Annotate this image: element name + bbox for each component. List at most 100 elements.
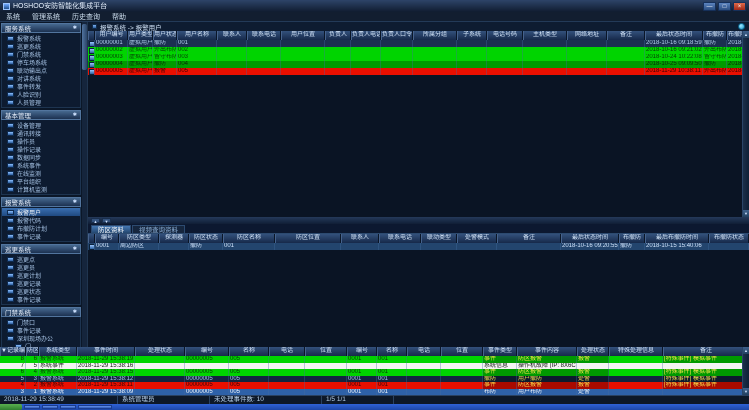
sidebar-item[interactable]: 巡更点 bbox=[2, 255, 80, 263]
group-expand-icon[interactable]: ✱ bbox=[72, 246, 77, 252]
column-header[interactable]: 编号 bbox=[185, 347, 229, 356]
column-header[interactable]: 名称 bbox=[377, 347, 407, 356]
column-header[interactable]: 布撤防 bbox=[619, 234, 645, 243]
sidebar-item[interactable]: 事件转发 bbox=[2, 82, 80, 90]
sidebar-item[interactable]: 数据同步 bbox=[2, 153, 80, 161]
sidebar-item[interactable]: 报警代码 bbox=[2, 216, 80, 224]
column-header[interactable]: 位置 bbox=[305, 347, 347, 356]
column-header[interactable]: 防区类型 bbox=[119, 234, 159, 243]
scroll-down-icon[interactable]: ▼ bbox=[742, 210, 749, 217]
taskbar-button[interactable] bbox=[24, 405, 40, 409]
column-header[interactable]: 子系统 bbox=[457, 31, 487, 40]
scroll-down-icon[interactable]: ▼ bbox=[742, 388, 749, 395]
column-header[interactable]: 处理状态 bbox=[577, 347, 609, 356]
sidebar-item[interactable]: 操作记录 bbox=[2, 145, 80, 153]
sidebar-item[interactable]: 平台组织 bbox=[2, 177, 80, 185]
column-header[interactable]: 联系电话 bbox=[247, 31, 281, 40]
column-header[interactable]: 用户状态 bbox=[153, 31, 177, 40]
table-row[interactable]: 00000005 虚拟用户 报警 005 2018-11-29 10:38:11 外出布防… bbox=[88, 68, 749, 75]
group-expand-icon[interactable]: ✱ bbox=[72, 25, 77, 31]
column-header[interactable]: 联动类型 bbox=[421, 234, 457, 243]
column-header[interactable]: 电话 bbox=[269, 347, 305, 356]
sidebar-item[interactable]: 报警用户 bbox=[2, 208, 80, 216]
sidebar-group-header[interactable]: 报警系统 ✱ bbox=[1, 197, 81, 207]
sidebar-scrollbar[interactable] bbox=[82, 22, 87, 347]
column-header[interactable]: 网络地址 bbox=[567, 31, 607, 40]
column-header[interactable]: 布撤防状态 bbox=[709, 234, 749, 243]
settings-gear-icon[interactable] bbox=[738, 23, 745, 30]
splitter-collapse-up-icon[interactable]: ▲ bbox=[91, 218, 100, 224]
menu-item[interactable]: 帮助 bbox=[112, 13, 126, 21]
minimize-button[interactable]: — bbox=[703, 1, 716, 11]
sidebar-group-header[interactable]: 服务系统 ✱ bbox=[1, 23, 81, 33]
column-header[interactable]: 备注 bbox=[607, 31, 645, 40]
column-header[interactable]: 探测器 bbox=[159, 234, 189, 243]
sidebar-item[interactable]: 人员管理 bbox=[2, 98, 80, 106]
column-header[interactable]: 最后状态时间 bbox=[645, 31, 703, 40]
column-header[interactable]: 防区位置 bbox=[275, 234, 341, 243]
column-header[interactable]: 处警模式 bbox=[457, 234, 497, 243]
column-header[interactable]: 所属分组 bbox=[413, 31, 457, 40]
column-header[interactable]: 防区状态 bbox=[189, 234, 223, 243]
column-header[interactable]: ▼记录编号 bbox=[0, 347, 26, 356]
column-header[interactable]: 事件时间 bbox=[77, 347, 135, 356]
taskbar-button[interactable] bbox=[78, 405, 112, 409]
column-header[interactable]: 事件内容 bbox=[517, 347, 577, 356]
table-row[interactable]: 5 3 报警系统 2018-11-29 15:38:12 00000005 005 0001… bbox=[0, 375, 749, 382]
column-header[interactable]: 电话号码 bbox=[487, 31, 523, 40]
column-header[interactable]: 主机类型 bbox=[523, 31, 567, 40]
table-row[interactable]: 0001 周边防区 撤防 001 2018-10-16 09:20:55 撤防 2018-1… bbox=[88, 243, 749, 250]
group-expand-icon[interactable]: ✱ bbox=[72, 199, 77, 205]
sidebar-item[interactable]: 在线监测 bbox=[2, 169, 80, 177]
column-header[interactable]: 负责人 bbox=[325, 31, 351, 40]
column-header[interactable]: 用户编号 bbox=[95, 31, 128, 40]
column-header[interactable]: 最后状态时间 bbox=[561, 234, 619, 243]
column-header[interactable]: 防区 bbox=[26, 347, 39, 356]
scroll-up-icon[interactable]: ▲ bbox=[742, 347, 749, 354]
column-header[interactable]: 备注 bbox=[497, 234, 561, 243]
sidebar-item[interactable]: 巡更记录 bbox=[2, 279, 80, 287]
sidebar-group-header[interactable]: 门禁系统 ✱ bbox=[1, 307, 81, 317]
sidebar-item[interactable]: 对讲系统 bbox=[2, 74, 80, 82]
table-row[interactable]: 00000004 虚拟用户 撤防 004 2018-10-25 09:09:50 撤防 20… bbox=[88, 61, 749, 68]
column-header[interactable]: 系统类型 bbox=[39, 347, 77, 356]
column-header[interactable]: 负责人口令 bbox=[381, 31, 413, 40]
events-table-scrollbar[interactable]: ▲ ▼ bbox=[742, 347, 749, 395]
sidebar-item[interactable]: 设备管理 bbox=[2, 121, 80, 129]
column-header[interactable]: 事件类型 bbox=[483, 347, 517, 356]
group-expand-icon[interactable]: ✱ bbox=[72, 309, 77, 315]
menu-item[interactable]: 历史查询 bbox=[72, 13, 100, 21]
tab-active[interactable]: 防区资料 bbox=[91, 225, 131, 234]
tab-inactive[interactable]: 视频查询资料 bbox=[132, 225, 185, 234]
sidebar-item[interactable]: 停车场系统 bbox=[2, 58, 80, 66]
sidebar-item[interactable]: 门 bbox=[2, 342, 80, 347]
table-row[interactable]: 4 2 报警系统 2018-11-29 15:38:11 00000005 005 0001… bbox=[0, 382, 749, 389]
column-header[interactable]: 电话 bbox=[407, 347, 441, 356]
column-header[interactable]: 用户位置 bbox=[281, 31, 325, 40]
column-header[interactable]: 用户类型 bbox=[128, 31, 153, 40]
sidebar-item[interactable]: 巡更员 bbox=[2, 263, 80, 271]
table-row[interactable]: 6 4 报警系统 2018-11-29 15:38:15 00000005 005 0001… bbox=[0, 369, 749, 376]
sidebar-item[interactable]: 系统事件 bbox=[2, 161, 80, 169]
column-header[interactable]: 联系人 bbox=[341, 234, 379, 243]
maximize-button[interactable]: □ bbox=[718, 1, 731, 11]
taskbar-button[interactable] bbox=[42, 405, 58, 409]
table-row[interactable]: 8 6 报警系统 2018-11-29 15:38:19 00000005 005 0001… bbox=[0, 356, 749, 363]
close-button[interactable]: × bbox=[733, 1, 746, 11]
table-row[interactable]: 00000001 虚拟用户 撤防 001 2018-10-16 09:18:59 撤防 20… bbox=[88, 40, 749, 47]
column-header[interactable]: 位置 bbox=[441, 347, 483, 356]
taskbar-button[interactable] bbox=[60, 405, 76, 409]
sidebar-item[interactable]: 报警系统 bbox=[2, 34, 80, 42]
splitter-collapse-down-icon[interactable]: ▼ bbox=[102, 218, 111, 224]
table-row[interactable]: 00000002 虚拟用户 外出布防 002 2018-10-16 09:21:02 外出… bbox=[88, 47, 749, 54]
column-header[interactable]: 处理状态 bbox=[135, 347, 185, 356]
start-button[interactable] bbox=[0, 404, 22, 410]
column-header[interactable]: 布撤防 bbox=[703, 31, 727, 40]
column-header[interactable]: 编号 bbox=[95, 234, 119, 243]
sidebar-item[interactable]: 巡更状态 bbox=[2, 287, 80, 295]
sidebar-item[interactable]: 通讯转接 bbox=[2, 129, 80, 137]
sidebar-group-header[interactable]: 巡更系统 ✱ bbox=[1, 244, 81, 254]
scroll-up-icon[interactable]: ▲ bbox=[742, 31, 749, 38]
sidebar-item[interactable]: 联动输出点 bbox=[2, 66, 80, 74]
sidebar-group-header[interactable]: 基本管理 ✱ bbox=[1, 110, 81, 120]
